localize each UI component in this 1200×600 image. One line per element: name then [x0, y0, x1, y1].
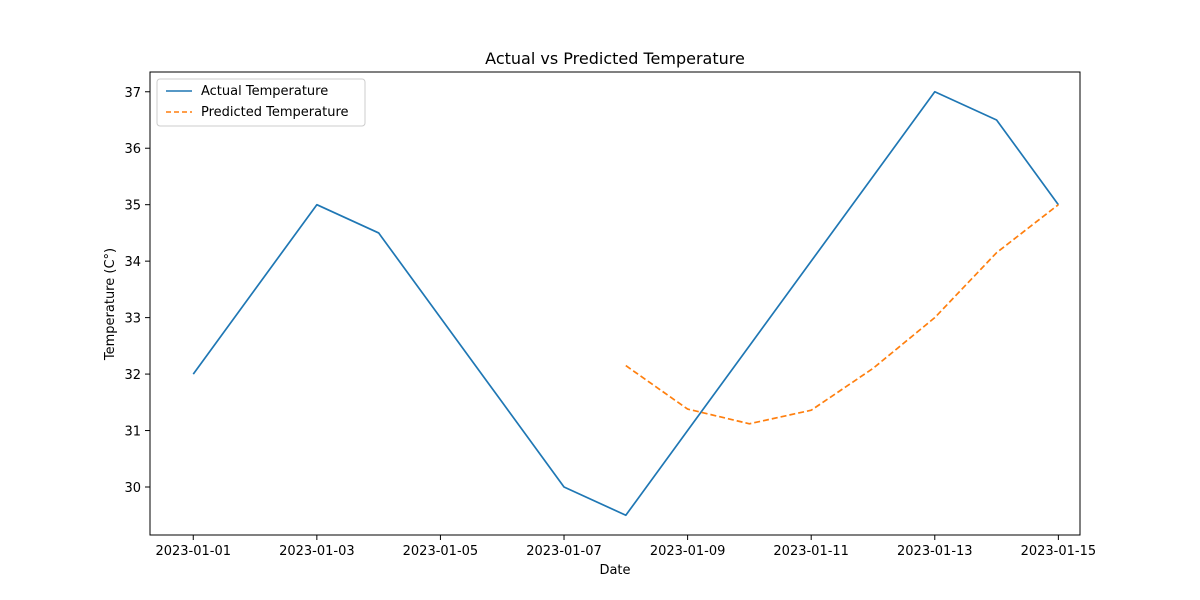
x-tick-label: 2023-01-09 — [650, 544, 726, 559]
y-axis-label: Temperature (C°) — [103, 248, 118, 361]
legend: Actual Temperature Predicted Temperature — [156, 78, 366, 127]
x-tick-label: 2023-01-03 — [279, 544, 355, 559]
y-tick-label: 34 — [124, 255, 141, 270]
x-tick-label: 2023-01-11 — [773, 544, 849, 559]
plot-frame — [149, 71, 1081, 536]
x-axis-label: Date — [599, 563, 630, 578]
y-tick-label: 30 — [124, 481, 141, 496]
series-line-actual — [192, 90, 1060, 517]
x-tick-label: 2023-01-13 — [897, 544, 973, 559]
y-tick-label: 31 — [124, 425, 141, 440]
legend-box — [156, 78, 366, 127]
x-tick-label: 2023-01-07 — [526, 544, 602, 559]
y-tick-label: 32 — [124, 368, 141, 383]
chart-title: Actual vs Predicted Temperature — [485, 49, 745, 68]
x-tick-label: 2023-01-01 — [155, 544, 231, 559]
y-tick-label: 36 — [124, 142, 141, 157]
series-line-predicted — [625, 204, 1059, 425]
legend-label-predicted: Predicted Temperature — [201, 105, 349, 120]
x-tick-label: 2023-01-15 — [1021, 544, 1097, 559]
y-tick-label: 37 — [124, 86, 141, 101]
y-tick-label: 35 — [124, 199, 141, 214]
x-axis-ticks: 2023-01-01 2023-01-03 2023-01-05 2023-01-07… — [155, 535, 1096, 559]
y-axis-ticks: 30 31 32 33 34 35 36 37 — [124, 86, 150, 496]
y-tick-label: 33 — [124, 312, 141, 327]
series-lines — [192, 90, 1060, 517]
legend-label-actual: Actual Temperature — [201, 84, 328, 99]
x-tick-label: 2023-01-05 — [403, 544, 479, 559]
